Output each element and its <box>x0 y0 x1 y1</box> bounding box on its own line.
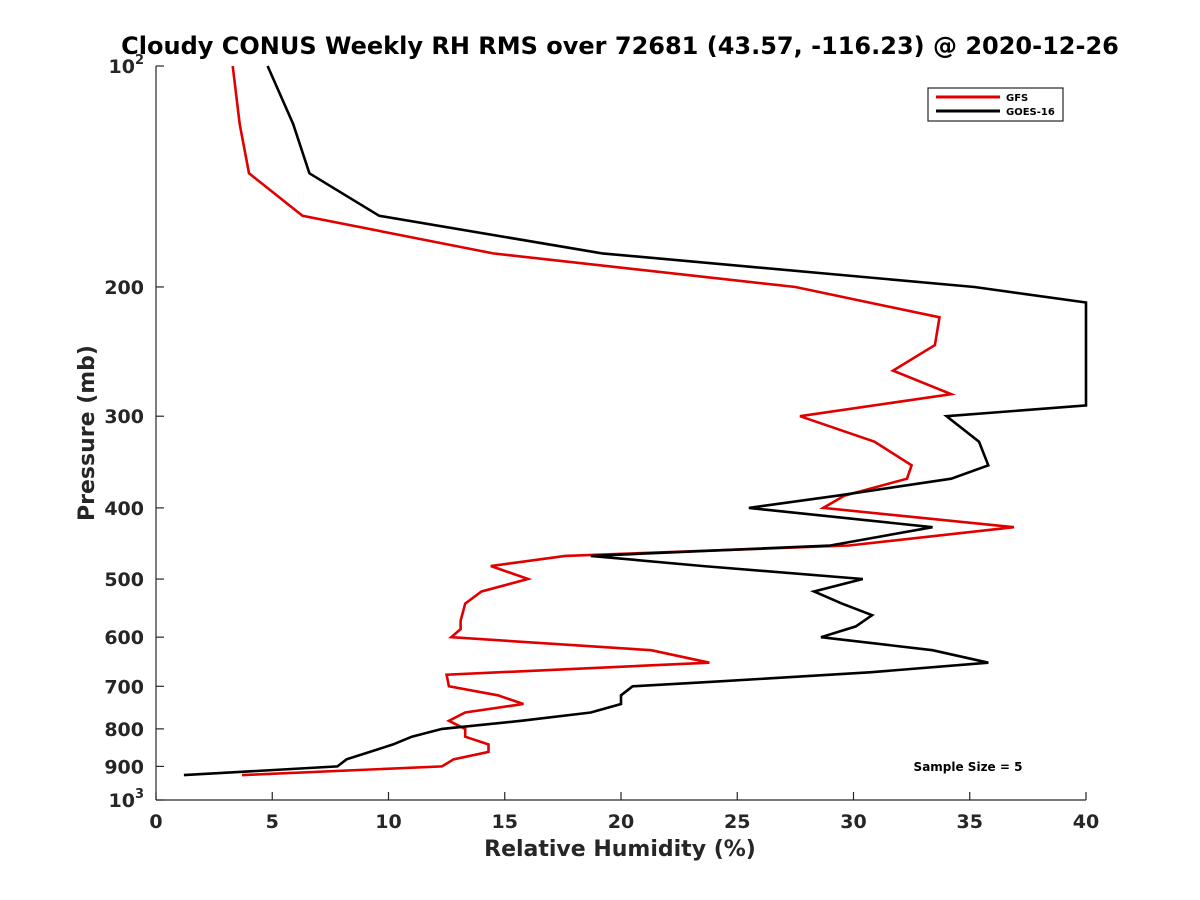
x-tick-label: 30 <box>840 811 866 833</box>
x-tick-label: 15 <box>492 811 518 833</box>
x-axis-label: Relative Humidity (%) <box>484 837 756 862</box>
x-tick-label: 40 <box>1073 811 1099 833</box>
y-tick-label: 900 <box>104 756 144 778</box>
y-tick-label: 200 <box>104 277 144 299</box>
chart-title: Cloudy CONUS Weekly RH RMS over 72681 (4… <box>121 32 1119 60</box>
legend-label-goes-16: GOES-16 <box>1006 107 1055 118</box>
series-line-gfs <box>231 65 1015 777</box>
y-tick-label: 700 <box>104 676 144 698</box>
y-tick-label: 300 <box>104 406 144 428</box>
y-axis-label: Pressure (mb) <box>75 345 100 521</box>
y-tick-label: 102 <box>109 53 145 78</box>
x-axis-ticks: 0 5 10 15 20 25 30 35 40 <box>149 792 1099 833</box>
sample-size-annotation: Sample Size = 5 <box>914 760 1023 774</box>
y-tick-exponent: 2 <box>135 53 144 68</box>
x-tick-label: 5 <box>266 811 279 833</box>
x-tick-label: 35 <box>957 811 983 833</box>
y-tick-label: 600 <box>104 627 144 649</box>
y-tick-base: 10 <box>109 56 135 78</box>
series-line-goes-16 <box>183 65 1088 777</box>
y-tick-label: 800 <box>104 719 144 741</box>
series-lines <box>183 65 1088 777</box>
x-tick-label: 25 <box>724 811 750 833</box>
x-tick-label: 20 <box>608 811 634 833</box>
y-tick-label: 500 <box>104 569 144 591</box>
x-tick-label: 10 <box>375 811 401 833</box>
x-tick-label: 0 <box>149 811 162 833</box>
legend-box <box>927 87 1064 122</box>
y-tick-base: 10 <box>109 790 135 812</box>
y-tick-label: 103 <box>109 787 145 812</box>
legend-label-gfs: GFS <box>1006 93 1028 104</box>
y-tick-exponent: 3 <box>135 787 144 802</box>
plot-area: 0 5 10 15 20 25 30 35 40 10220030040050060070080… <box>104 53 1099 833</box>
y-tick-label: 400 <box>104 498 144 520</box>
legend: GFS GOES-16 <box>927 87 1064 122</box>
